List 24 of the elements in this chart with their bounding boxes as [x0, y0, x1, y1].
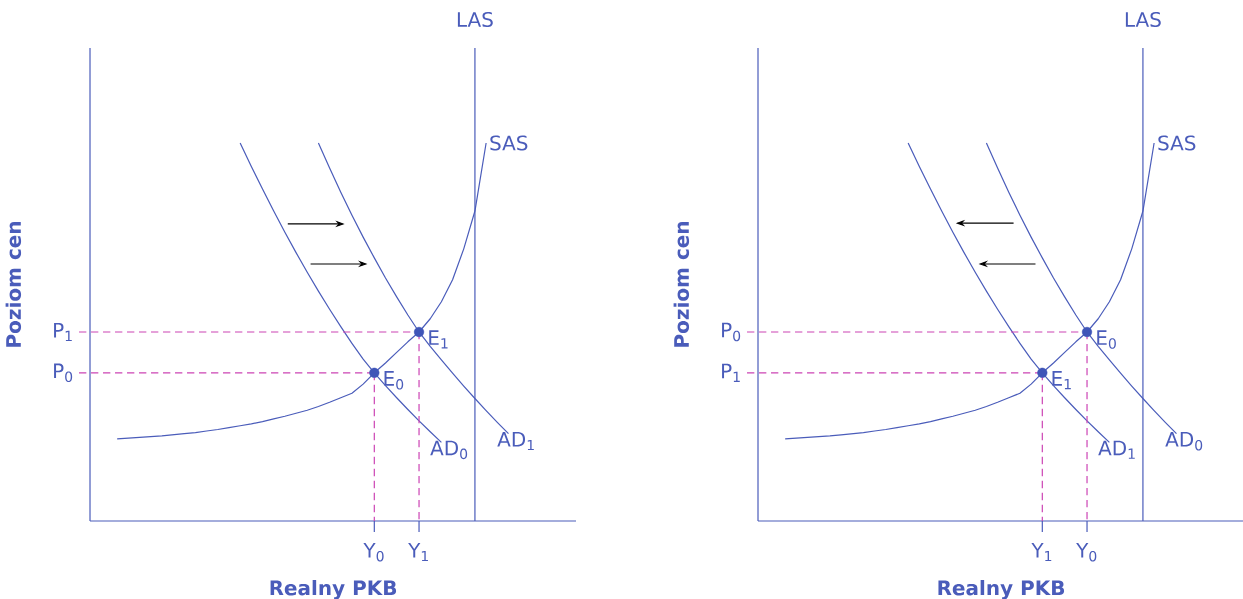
ref-line-label: P$_{1}$: [54, 322, 72, 342]
x-tick-label: Y$_{0}$: [363, 542, 384, 562]
y-axis-title: Poziom cen: [5, 222, 22, 347]
x-tick-label: Y$_{1}$: [1031, 542, 1052, 562]
y-axis-title: Poziom cen: [673, 222, 690, 347]
x-tick-label: Y$_{0}$: [1076, 542, 1097, 562]
ref-line-label: P$_{0}$: [722, 322, 741, 342]
ref-line-label: P$_{0}$: [54, 363, 73, 383]
annotation: E$_{0}$: [384, 371, 404, 390]
annotation: E$_{1}$: [429, 330, 448, 349]
text: LAS: [457, 11, 493, 28]
ref-line-label: P$_{1}$: [722, 363, 740, 382]
x-axis-title: Realny PKB: [270, 579, 397, 599]
x-axis-title: Realny PKB: [938, 579, 1065, 599]
series-label: AD$_{0}$: [1165, 431, 1203, 451]
annotation: E$_{1}$: [1052, 371, 1071, 390]
series-label: AD$_{0}$: [430, 440, 468, 460]
series-label: SAS: [1158, 135, 1196, 151]
annotation: E$_{0}$: [1097, 330, 1116, 349]
series-label: AD$_{1}$: [1098, 440, 1135, 459]
text: LAS: [1125, 11, 1161, 28]
x-tick-label: Y$_{1}$: [408, 542, 428, 562]
series-label: SAS: [490, 135, 528, 151]
series-label: AD$_{1}$: [497, 431, 534, 451]
